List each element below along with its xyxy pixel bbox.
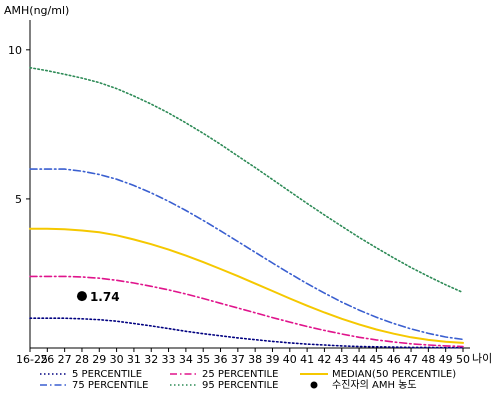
legend-label-5-percentile: 5 PERCENTILE bbox=[72, 369, 142, 380]
x-tick-label: 35 bbox=[196, 353, 210, 366]
x-tick-label: 26 bbox=[40, 353, 54, 366]
x-tick-label: 48 bbox=[421, 353, 435, 366]
x-tick-label: 30 bbox=[110, 353, 124, 366]
patient-amh-value-label: 1.74 bbox=[90, 290, 120, 304]
x-tick-label: 41 bbox=[300, 353, 314, 366]
legend-label-25-percentile: 25 PERCENTILE bbox=[202, 369, 278, 380]
patient-point-group: 1.74 bbox=[76, 290, 120, 304]
axes bbox=[29, 20, 470, 349]
legend-label-95-percentile: 95 PERCENTILE bbox=[202, 380, 278, 391]
legend-swatch-patient-amh bbox=[310, 381, 318, 389]
series-line-95-percentile bbox=[29, 66, 464, 294]
x-tick-label: 49 bbox=[439, 353, 453, 366]
x-tick-label: 40 bbox=[283, 353, 297, 366]
x-tick-label: 43 bbox=[335, 353, 349, 366]
legend-label-median-50-percentile: MEDIAN(50 PERCENTILE) bbox=[332, 369, 456, 380]
x-tick-label: 32 bbox=[144, 353, 158, 366]
y-tick-label: 10 bbox=[8, 44, 22, 57]
x-tick-label: 27 bbox=[58, 353, 72, 366]
patient-amh-point bbox=[76, 291, 87, 302]
y-ticks: 5 10 bbox=[8, 44, 30, 206]
x-tick-label: 16-25 bbox=[16, 353, 48, 366]
x-tick-label: 39 bbox=[265, 353, 279, 366]
x-tick-label: 33 bbox=[162, 353, 176, 366]
x-tick-label: 47 bbox=[404, 353, 418, 366]
x-tick-label: 37 bbox=[231, 353, 245, 366]
legend-label-75-percentile: 75 PERCENTILE bbox=[72, 380, 148, 391]
x-axis-label: 나이 bbox=[472, 352, 492, 365]
x-tick-label: 42 bbox=[317, 353, 331, 366]
y-tick-label: 5 bbox=[15, 193, 22, 206]
series-line-25-percentile bbox=[29, 275, 464, 348]
y-axis-label: AMH(ng/ml) bbox=[4, 4, 69, 17]
series-line-75-percentile bbox=[29, 168, 464, 341]
legend: 5 PERCENTILE 25 PERCENTILE MEDIAN(50 PERCE… bbox=[40, 369, 456, 391]
series-line-5-percentile bbox=[29, 317, 464, 349]
x-tick-label: 45 bbox=[369, 353, 383, 366]
x-tick-label: 28 bbox=[75, 353, 89, 366]
x-tick-label: 46 bbox=[387, 353, 401, 366]
x-tick-label: 31 bbox=[127, 353, 141, 366]
series-line-median-50-percentile bbox=[29, 227, 464, 344]
x-tick-label: 50 bbox=[456, 353, 470, 366]
x-tick-label: 29 bbox=[92, 353, 106, 366]
series-lines bbox=[29, 66, 464, 349]
legend-label-patient-amh: 수진자의 AMH 농도 bbox=[332, 379, 417, 391]
x-tick-label: 36 bbox=[214, 353, 228, 366]
x-tick-label: 34 bbox=[179, 353, 193, 366]
x-tick-label: 44 bbox=[352, 353, 366, 366]
x-tick-label: 38 bbox=[248, 353, 262, 366]
